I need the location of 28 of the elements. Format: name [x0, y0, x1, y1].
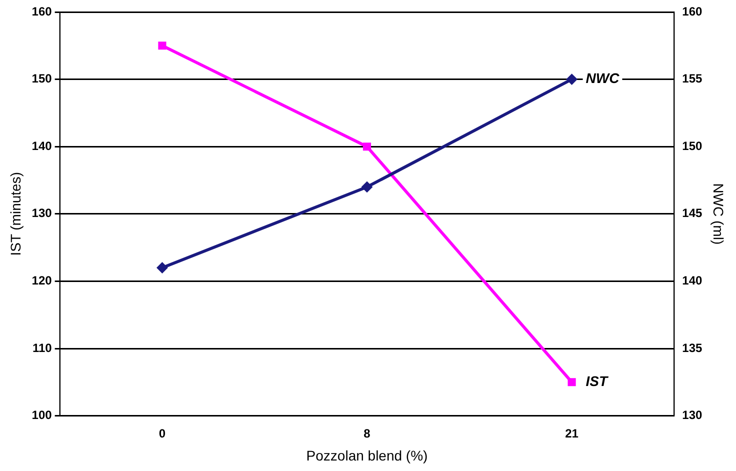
y-tick-label: 160: [32, 4, 52, 18]
point: [362, 181, 372, 192]
x-tick-label: 0: [158, 426, 166, 440]
point: [362, 142, 372, 151]
y2-axis-title: NWC (ml): [710, 183, 727, 245]
y2-tick-label: 145: [682, 206, 703, 220]
x-tick-label: 21: [565, 426, 579, 440]
point: [158, 42, 166, 50]
y-tick-label: 100: [32, 408, 52, 422]
y-tick-label: 110: [32, 340, 52, 355]
y2-tick-label: 150: [682, 138, 703, 153]
y-tick-label: 130: [32, 206, 52, 220]
series-label: IST: [586, 373, 610, 390]
y2-tick-label: 140: [682, 274, 703, 288]
y-tick-label: 140: [32, 138, 52, 153]
y2-tick-label: 160: [682, 4, 703, 18]
point: [566, 74, 578, 85]
y2-tick-label: 155: [682, 72, 703, 86]
y2-tick-label: 130: [682, 408, 703, 422]
y-axis-title: IST (minutes): [7, 172, 24, 256]
y-tick-label: 120: [32, 274, 52, 288]
y2-tick-label: 135: [682, 340, 703, 355]
x-tick-label: 8: [364, 426, 371, 440]
x-axis-title: Pozzolan blend (%): [306, 447, 428, 464]
point: [156, 262, 168, 274]
point: [568, 378, 576, 386]
series-label: NWC: [586, 70, 620, 86]
y-tick-label: 150: [32, 72, 52, 86]
